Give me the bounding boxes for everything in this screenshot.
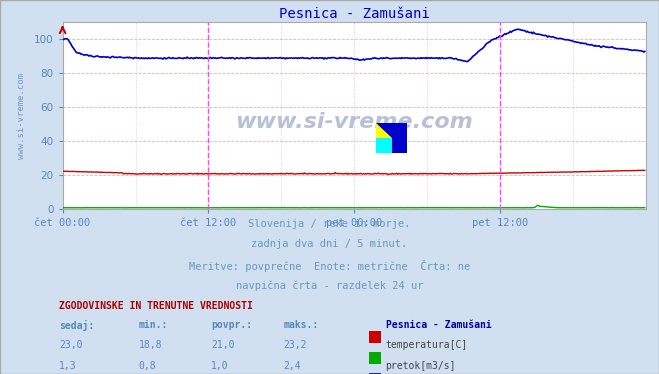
Text: Pesnica - Zamušani: Pesnica - Zamušani xyxy=(386,320,491,330)
Text: 21,0: 21,0 xyxy=(211,340,235,350)
Text: 1,3: 1,3 xyxy=(59,361,77,371)
Text: povpr.:: povpr.: xyxy=(211,320,252,330)
Text: 23,2: 23,2 xyxy=(283,340,307,350)
Text: navpična črta - razdelek 24 ur: navpična črta - razdelek 24 ur xyxy=(236,280,423,291)
Polygon shape xyxy=(376,123,391,138)
Text: 0,8: 0,8 xyxy=(138,361,156,371)
Bar xyxy=(376,123,391,138)
Text: 18,8: 18,8 xyxy=(138,340,162,350)
Text: min.:: min.: xyxy=(138,320,168,330)
Text: Slovenija / reke in morje.: Slovenija / reke in morje. xyxy=(248,219,411,229)
Text: www.si-vreme.com: www.si-vreme.com xyxy=(17,73,26,159)
Text: 1,0: 1,0 xyxy=(211,361,229,371)
Text: maks.:: maks.: xyxy=(283,320,318,330)
Text: www.si-vreme.com: www.si-vreme.com xyxy=(235,111,473,132)
Title: Pesnica - Zamušani: Pesnica - Zamušani xyxy=(279,7,430,21)
Text: pretok[m3/s]: pretok[m3/s] xyxy=(386,361,456,371)
Bar xyxy=(391,123,407,153)
Text: sedaj:: sedaj: xyxy=(59,320,94,331)
Text: 23,0: 23,0 xyxy=(59,340,83,350)
Text: Meritve: povprečne  Enote: metrične  Črta: ne: Meritve: povprečne Enote: metrične Črta:… xyxy=(189,260,470,272)
Text: ZGODOVINSKE IN TRENUTNE VREDNOSTI: ZGODOVINSKE IN TRENUTNE VREDNOSTI xyxy=(59,301,253,311)
Text: zadnja dva dni / 5 minut.: zadnja dva dni / 5 minut. xyxy=(251,239,408,249)
Text: temperatura[C]: temperatura[C] xyxy=(386,340,468,350)
Bar xyxy=(376,138,391,153)
Text: 2,4: 2,4 xyxy=(283,361,301,371)
